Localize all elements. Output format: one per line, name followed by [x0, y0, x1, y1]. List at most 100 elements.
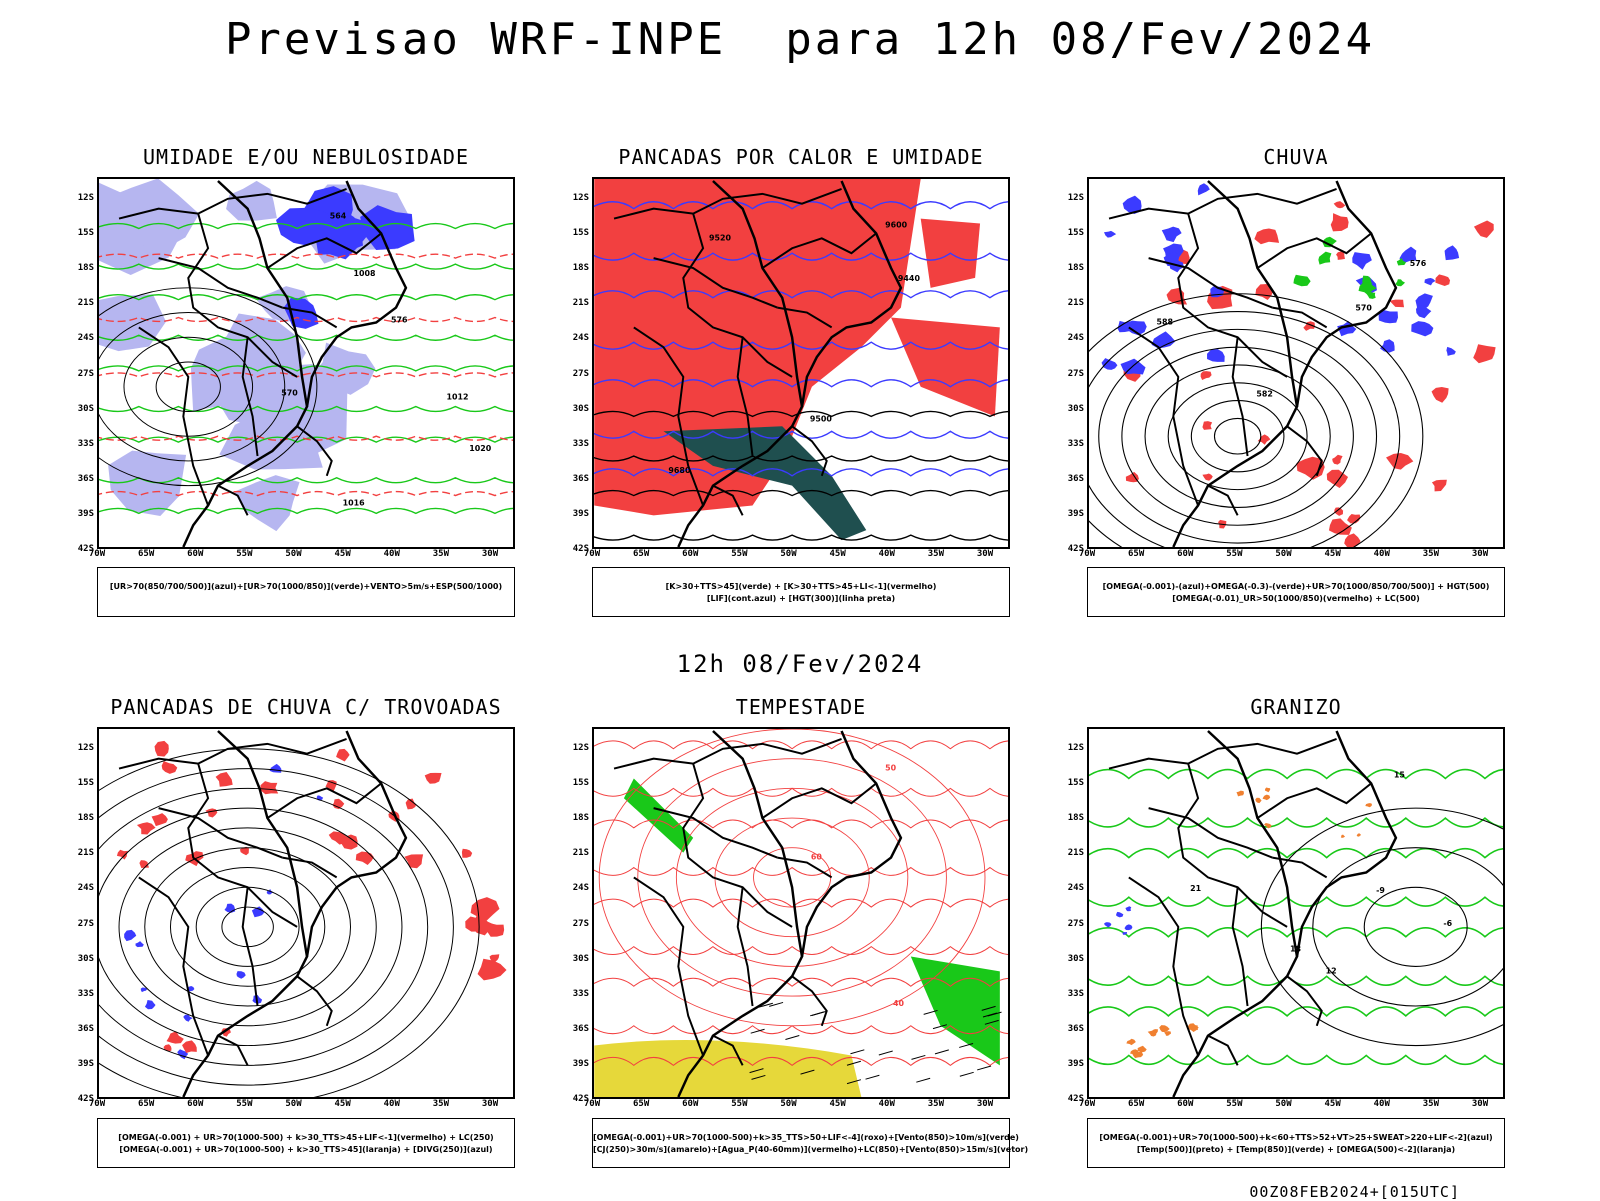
low-level-humidity-contour: [99, 476, 513, 484]
lon-tick-label: 70W: [88, 549, 106, 559]
lat-tick-label: 39S: [572, 1058, 589, 1069]
lon-tick-label: 45W: [334, 549, 351, 559]
wind-vector: [751, 1074, 766, 1080]
political-border: [241, 337, 259, 457]
contour-label: 15: [1394, 770, 1405, 779]
legend-line: [OMEGA(-0.001)-(azul)+OMEGA(-0.3)-(verde…: [1102, 582, 1490, 591]
panel-title-umidade: UMIDADE E/OU NEBULOSIDADE: [142, 145, 470, 169]
rain-area-red: [1200, 371, 1212, 381]
rain-area-red: [1473, 220, 1494, 238]
lat-tick-label: 39S: [77, 1058, 94, 1069]
omega-area-blue: [1411, 321, 1434, 337]
humidity-core-area: [276, 207, 333, 246]
omega-500-area: [1130, 1049, 1139, 1056]
lifted-index-contour: [594, 201, 1008, 210]
omega-area-green: [1362, 275, 1373, 285]
precipitable-water-contour: [594, 866, 1008, 876]
lat-tick-label: 27S: [77, 368, 94, 379]
map-panel-umidade: 1012 1016 1008 1020 576 570 564: [97, 177, 515, 549]
thunderstorm-area-red: [477, 958, 507, 981]
humidity-850-500-area: [101, 179, 200, 253]
lon-tick-label: 65W: [1127, 549, 1145, 559]
map-canvas: 588 582 576 570: [1089, 180, 1496, 547]
lat-tick-label: 24S: [572, 333, 589, 344]
lifted-index-contour: [594, 290, 1008, 299]
lon-tick-label: 50W: [780, 1099, 797, 1109]
lat-tick-label: 36S: [1067, 473, 1084, 484]
thunderstorm-area-red: [465, 916, 486, 932]
political-border: [266, 232, 382, 269]
lon-tick-label: 70W: [1078, 1099, 1096, 1109]
legend-box-umidade: [UR>70(850/700/500)](azul)+[UR>70(1000/8…: [97, 567, 515, 617]
thunderstorm-area-red: [424, 772, 442, 784]
coastline: [800, 730, 903, 957]
main-title: Previsao WRF-INPE para 12h 08/Fev/2024: [224, 14, 1376, 65]
legend-line: [UR>70(850/700/500)](azul)+[UR>70(1000/8…: [109, 582, 503, 591]
thunderstorm-area-red: [485, 923, 505, 937]
lon-tick-label: 55W: [236, 549, 253, 559]
lon-tick-label: 40W: [1373, 549, 1390, 559]
rain-area-red: [1254, 228, 1280, 245]
lat-tick-label: 21S: [572, 298, 589, 309]
humidity-850-500-area: [108, 450, 187, 516]
temp-850-contour: [1089, 1054, 1503, 1066]
omega-500-area: [1187, 1023, 1199, 1033]
political-border: [1207, 1034, 1239, 1066]
contour-label: 1020: [469, 444, 492, 453]
lat-tick-label: 15S: [572, 228, 589, 239]
lon-tick-label: 35W: [1422, 1099, 1439, 1109]
wind-vector: [981, 1005, 996, 1011]
lon-tick-label: 40W: [878, 549, 895, 559]
thickness-contour: [99, 253, 513, 259]
divergence-area-blue: [124, 929, 137, 942]
political-border: [1231, 887, 1249, 1007]
panel-title-tempestade: TEMPESTADE: [735, 695, 867, 719]
humidity-850-500-area: [219, 398, 326, 470]
thunderstorm-area-red: [215, 772, 233, 787]
coastline: [305, 180, 408, 407]
lat-tick-label: 15S: [572, 778, 589, 789]
political-border: [653, 257, 778, 309]
lon-tick-label: 60W: [1177, 1099, 1194, 1109]
lat-tick-label: 12S: [1067, 743, 1084, 753]
isobar: [155, 361, 221, 412]
lat-tick-label: 27S: [572, 368, 589, 379]
political-border: [217, 1034, 249, 1066]
legend-line: [OMEGA(-0.001) + UR>70(1000-500) + k>30_…: [118, 1133, 494, 1142]
rain-area-red: [1332, 454, 1343, 465]
lat-tick-label: 12S: [77, 743, 94, 753]
lon-tick-label: 30W: [1471, 549, 1489, 559]
thunderstorm-area-red: [161, 761, 178, 774]
map-canvas: [99, 730, 507, 1097]
lat-tick-label: 36S: [77, 1023, 94, 1034]
precipitable-water-contour: [594, 1025, 1008, 1035]
lon-tick-label: 70W: [1078, 549, 1096, 559]
panel-title-granizo: GRANIZO: [1250, 695, 1342, 719]
lat-tick-label: 15S: [1067, 778, 1084, 789]
rain-area-red: [1125, 471, 1139, 483]
precipitable-water-contour: [594, 946, 1008, 956]
political-border: [138, 876, 209, 1056]
wind-vector: [811, 1011, 826, 1016]
omega-500-area: [1164, 1031, 1171, 1036]
lon-tick-label: 70W: [583, 549, 601, 559]
map-canvas: 40 50 60: [594, 729, 1008, 1097]
wind-vector: [932, 1024, 947, 1030]
streamline: [99, 787, 429, 1066]
omega-500-area: [1264, 822, 1272, 829]
omega-area-blue: [1378, 309, 1398, 324]
rain-area-red: [1344, 533, 1361, 547]
legend-box-granizo: [OMEGA(-0.001)+UR>70(1000-500)+k<60+TTS>…: [1087, 1118, 1505, 1168]
political-border: [1272, 856, 1328, 879]
lat-tick-label: 33S: [77, 988, 94, 999]
wind-vector: [750, 1028, 765, 1034]
lon-tick-label: 40W: [383, 549, 400, 559]
lon-tick-label: 70W: [583, 1099, 601, 1109]
lifted-index-contour: [594, 430, 1008, 439]
thunderstorm-area-red: [489, 954, 500, 962]
streamline: [144, 847, 352, 1007]
lat-tick-label: 42S: [1067, 1094, 1084, 1104]
low-level-humidity-contour: [99, 405, 513, 413]
forecast-time-label: 12h 08/Fev/2024: [676, 650, 924, 678]
hail-area-blue: [1104, 922, 1112, 928]
